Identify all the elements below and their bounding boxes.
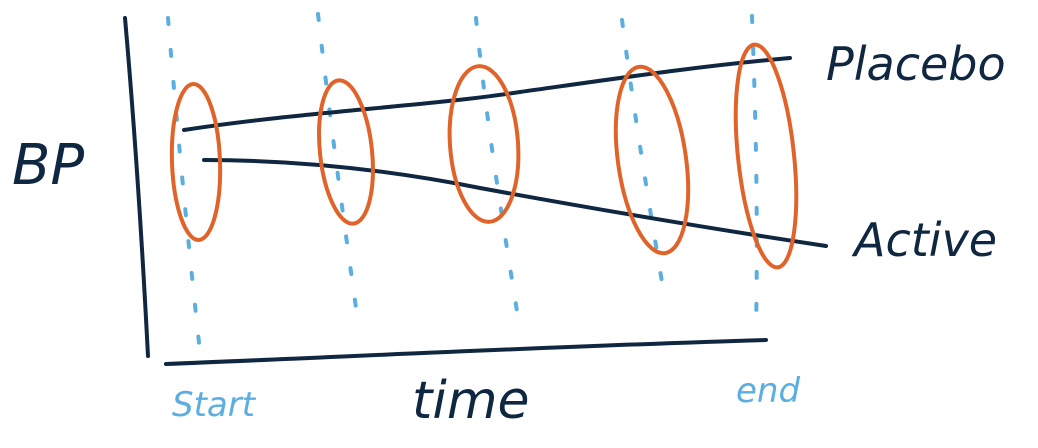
- x-start-label: Start: [172, 385, 257, 425]
- timepoint-guide-2: [316, 12, 360, 324]
- timepoint-ellipse-2: [317, 78, 375, 226]
- active-line: [202, 158, 828, 248]
- timepoint-ellipses: [169, 42, 799, 270]
- active-label: Active: [851, 213, 997, 267]
- x-end-label: end: [736, 371, 800, 411]
- timepoint-ellipse-4: [613, 64, 691, 256]
- y-axis-label: BP: [12, 133, 84, 198]
- timepoint-ellipse-3: [447, 64, 521, 224]
- timepoint-guides: [166, 12, 759, 354]
- x-axis-label: time: [412, 371, 529, 431]
- y-axis: [123, 16, 150, 358]
- timepoint-ellipse-1: [169, 82, 223, 242]
- timepoint-guide-4: [620, 18, 667, 302]
- x-axis: [164, 338, 768, 366]
- placebo-label: Placebo: [826, 37, 1006, 91]
- timepoint-ellipse-5: [733, 42, 799, 270]
- placebo-line: [182, 56, 792, 132]
